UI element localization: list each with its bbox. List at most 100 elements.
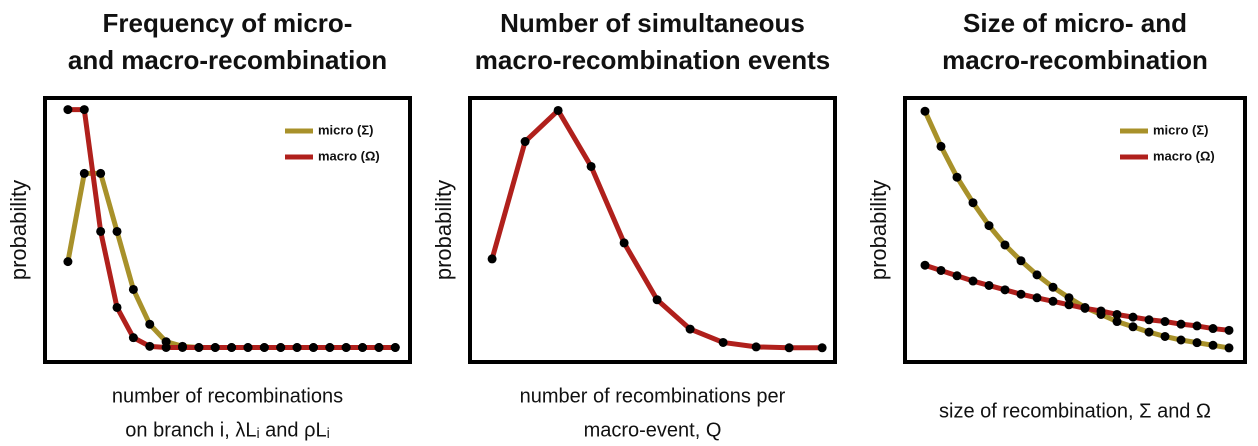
series-line — [489, 107, 823, 351]
data-point — [1144, 327, 1154, 337]
data-point — [243, 342, 253, 352]
data-point — [487, 254, 497, 264]
data-point — [259, 342, 269, 352]
chart-title: macro-recombination events — [475, 45, 830, 75]
data-point — [325, 342, 335, 352]
data-point — [1208, 324, 1218, 334]
plot-area — [487, 105, 827, 353]
data-point — [1144, 315, 1154, 325]
data-point — [685, 324, 695, 334]
data-point — [390, 342, 400, 352]
x-axis-label: on branch i, λLᵢ and ρLᵢ — [125, 419, 329, 441]
data-point — [1224, 325, 1234, 335]
data-point — [1000, 285, 1010, 295]
data-point — [1208, 340, 1218, 350]
data-point — [145, 319, 155, 329]
data-point — [341, 342, 351, 352]
data-point — [1016, 289, 1026, 299]
data-point — [1128, 312, 1138, 322]
data-point — [968, 198, 978, 208]
y-axis-label: probability — [431, 180, 456, 280]
data-point — [1064, 293, 1074, 303]
data-point — [1000, 240, 1010, 250]
chart-panel: Size of micro- and macro-recombination siz… — [866, 8, 1247, 422]
data-point — [292, 342, 302, 352]
data-point — [63, 105, 73, 115]
data-point — [177, 342, 187, 352]
data-point — [1128, 322, 1138, 332]
data-point — [1192, 338, 1202, 348]
data-point — [784, 343, 794, 353]
data-point — [984, 221, 994, 231]
data-point — [751, 342, 761, 352]
legend-label: micro (Σ) — [318, 122, 373, 137]
data-point — [619, 238, 629, 248]
chart-title: Size of micro- and — [963, 8, 1187, 38]
data-point — [968, 276, 978, 286]
data-point — [194, 342, 204, 352]
data-point — [1032, 270, 1042, 280]
data-point — [984, 280, 994, 290]
y-axis-label: probability — [6, 180, 31, 280]
data-point — [112, 302, 122, 312]
x-axis-label: number of recombinations per — [520, 385, 786, 407]
data-point — [1176, 319, 1186, 329]
data-point — [1032, 293, 1042, 303]
data-point — [553, 105, 563, 115]
data-point — [1064, 300, 1074, 310]
data-point — [586, 161, 596, 171]
legend-label: macro (Ω) — [318, 148, 380, 163]
data-point — [952, 172, 962, 182]
data-point — [936, 265, 946, 275]
chart-title: Frequency of micro- — [103, 8, 353, 38]
data-point — [358, 342, 368, 352]
plot-frame — [468, 96, 837, 364]
data-point — [1160, 317, 1170, 327]
data-point — [1160, 331, 1170, 341]
data-point — [1048, 282, 1058, 292]
data-point — [1096, 306, 1106, 316]
series-line — [65, 170, 396, 350]
chart-title: Number of simultaneous — [500, 8, 805, 38]
data-point — [652, 295, 662, 305]
chart-panel: Frequency of micro-and macro-recombinati… — [6, 8, 412, 441]
chart-title: macro-recombination — [942, 45, 1208, 75]
x-axis-label: size of recombination, Σ and Ω — [939, 400, 1211, 422]
data-point — [952, 271, 962, 281]
y-axis-label: probability — [866, 180, 891, 280]
data-point — [817, 343, 827, 353]
data-point — [161, 342, 171, 352]
data-point — [920, 106, 930, 116]
data-point — [145, 341, 155, 351]
chart-title: and macro-recombination — [68, 45, 387, 75]
legend-label: micro (Σ) — [1153, 122, 1208, 137]
data-point — [1112, 317, 1122, 327]
data-point — [1112, 309, 1122, 319]
data-point — [227, 342, 237, 352]
data-point — [63, 257, 73, 267]
data-point — [374, 342, 384, 352]
data-point — [210, 342, 220, 352]
data-point — [96, 226, 106, 236]
data-point — [718, 337, 728, 347]
data-point — [112, 226, 122, 236]
data-point — [920, 260, 930, 270]
chart-panel: Number of simultaneous macro-recombinatio… — [431, 8, 837, 441]
data-point — [1176, 335, 1186, 345]
series-line — [922, 110, 1230, 351]
x-axis-label: macro-event, Q — [584, 419, 722, 441]
plot-area: micro (Σ) macro (Ω) — [63, 105, 400, 352]
data-point — [79, 105, 89, 115]
data-point — [128, 284, 138, 294]
data-point — [128, 333, 138, 343]
data-point — [308, 342, 318, 352]
data-point — [96, 168, 106, 178]
plot-area: micro (Σ) macro (Ω) — [920, 106, 1234, 353]
plot-frame — [903, 96, 1247, 364]
data-point — [1016, 256, 1026, 266]
data-point — [1048, 296, 1058, 306]
x-axis-label: number of recombinations — [112, 385, 343, 407]
data-point — [79, 168, 89, 178]
data-point — [1192, 321, 1202, 331]
